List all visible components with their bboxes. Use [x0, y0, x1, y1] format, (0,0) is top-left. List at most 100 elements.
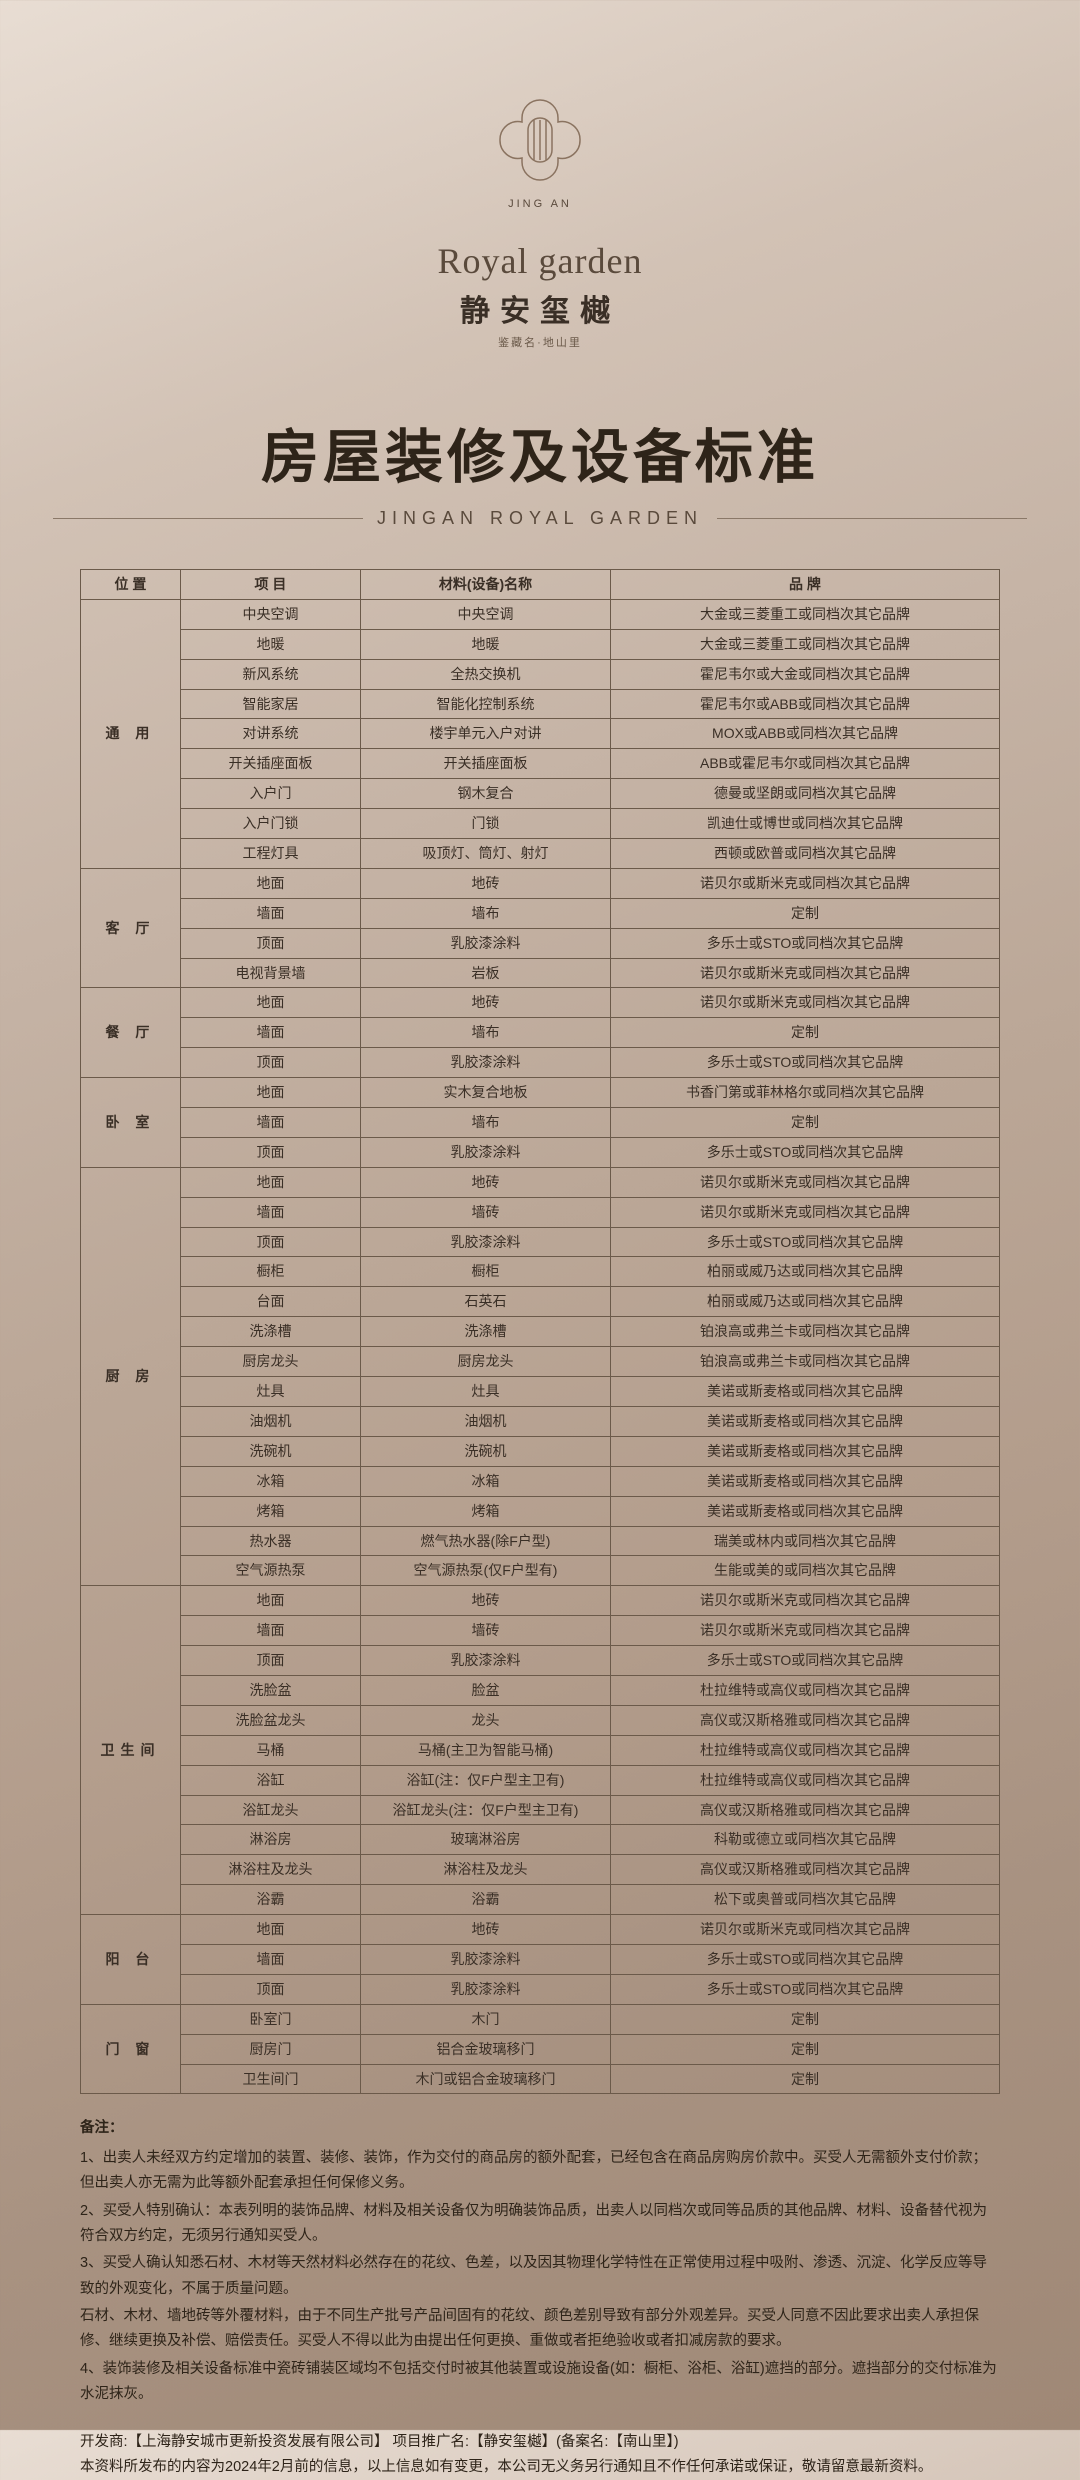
material-cell: 智能化控制系统: [361, 689, 611, 719]
brand-cell: 多乐士或STO或同档次其它品牌: [611, 1944, 1000, 1974]
material-cell: 石英石: [361, 1287, 611, 1317]
material-cell: 墙布: [361, 1018, 611, 1048]
table-row: 墙面墙布定制: [81, 898, 1000, 928]
material-cell: 烤箱: [361, 1496, 611, 1526]
item-cell: 地暖: [181, 629, 361, 659]
material-cell: 木门: [361, 2004, 611, 2034]
table-row: 客 厅地面地砖诺贝尔或斯米克或同档次其它品牌: [81, 868, 1000, 898]
location-cell: 阳 台: [81, 1915, 181, 2005]
material-cell: 铝合金玻璃移门: [361, 2034, 611, 2064]
th-material: 材料(设备)名称: [361, 570, 611, 600]
item-cell: 台面: [181, 1287, 361, 1317]
table-row: 台面石英石柏丽或威乃达或同档次其它品牌: [81, 1287, 1000, 1317]
brand-cell: 诺贝尔或斯米克或同档次其它品牌: [611, 988, 1000, 1018]
item-cell: 马桶: [181, 1735, 361, 1765]
table-row: 入户门钢木复合德曼或坚朗或同档次其它品牌: [81, 779, 1000, 809]
brand-cell: 科勒或德立或同档次其它品牌: [611, 1825, 1000, 1855]
table-row: 卫生间地面地砖诺贝尔或斯米克或同档次其它品牌: [81, 1586, 1000, 1616]
brand-cell: 诺贝尔或斯米克或同档次其它品牌: [611, 868, 1000, 898]
material-cell: 洗碗机: [361, 1436, 611, 1466]
location-cell: 卫生间: [81, 1586, 181, 1915]
material-cell: 门锁: [361, 809, 611, 839]
table-row: 厨 房地面地砖诺贝尔或斯米克或同档次其它品牌: [81, 1167, 1000, 1197]
table-row: 洗涤槽洗涤槽铂浪高或弗兰卡或同档次其它品牌: [81, 1317, 1000, 1347]
item-cell: 开关插座面板: [181, 749, 361, 779]
brand-cell: 大金或三菱重工或同档次其它品牌: [611, 629, 1000, 659]
footer-line-1: 开发商:【上海静安城市更新投资发展有限公司】 项目推广名:【静安玺樾】(备案名:…: [80, 2430, 1000, 2455]
table-row: 顶面乳胶漆涂料多乐士或STO或同档次其它品牌: [81, 1646, 1000, 1676]
table-row: 洗脸盆龙头龙头高仪或汉斯格雅或同档次其它品牌: [81, 1705, 1000, 1735]
brand-cell: 定制: [611, 898, 1000, 928]
item-cell: 淋浴柱及龙头: [181, 1855, 361, 1885]
item-cell: 浴缸: [181, 1765, 361, 1795]
brand-cell: 大金或三菱重工或同档次其它品牌: [611, 599, 1000, 629]
item-cell: 热水器: [181, 1526, 361, 1556]
material-cell: 木门或铝合金玻璃移门: [361, 2064, 611, 2094]
brand-cell: 多乐士或STO或同档次其它品牌: [611, 1646, 1000, 1676]
item-cell: 淋浴房: [181, 1825, 361, 1855]
brand-cell: 凯迪仕或博世或同档次其它品牌: [611, 809, 1000, 839]
table-row: 工程灯具吸顶灯、筒灯、射灯西顿或欧普或同档次其它品牌: [81, 839, 1000, 869]
remarks-item: 2、买受人特别确认：本表列明的装饰品牌、材料及相关设备仅为明确装饰品质，出卖人以…: [80, 2199, 1000, 2250]
item-cell: 地面: [181, 1167, 361, 1197]
brand-cell: 诺贝尔或斯米克或同档次其它品牌: [611, 958, 1000, 988]
material-cell: 冰箱: [361, 1466, 611, 1496]
table-row: 卧 室地面实木复合地板书香门第或菲林格尔或同档次其它品牌: [81, 1078, 1000, 1108]
th-location: 位 置: [81, 570, 181, 600]
brand-cell: 松下或奥普或同档次其它品牌: [611, 1885, 1000, 1915]
footer-block: 开发商:【上海静安城市更新投资发展有限公司】 项目推广名:【静安玺樾】(备案名:…: [80, 2430, 1000, 2480]
brand-cell: 定制: [611, 2064, 1000, 2094]
logo-sub: 鉴藏名·地山里: [0, 334, 1080, 350]
remarks-item: 1、出卖人未经双方约定增加的装置、装修、装饰，作为交付的商品房的额外配套，已经包…: [80, 2146, 1000, 2197]
table-row: 门 窗卧室门木门定制: [81, 2004, 1000, 2034]
item-cell: 地面: [181, 1078, 361, 1108]
table-row: 智能家居智能化控制系统霍尼韦尔或ABB或同档次其它品牌: [81, 689, 1000, 719]
table-row: 橱柜橱柜柏丽或威乃达或同档次其它品牌: [81, 1257, 1000, 1287]
material-cell: 淋浴柱及龙头: [361, 1855, 611, 1885]
table-row: 灶具灶具美诺或斯麦格或同档次其它品牌: [81, 1377, 1000, 1407]
item-cell: 厨房龙头: [181, 1347, 361, 1377]
page-title: 房屋装修及设备标准: [0, 410, 1080, 494]
logo-chinese: 静安玺樾: [0, 286, 1080, 330]
table-row: 顶面乳胶漆涂料多乐士或STO或同档次其它品牌: [81, 1227, 1000, 1257]
brand-cell: 美诺或斯麦格或同档次其它品牌: [611, 1466, 1000, 1496]
table-row: 顶面乳胶漆涂料多乐士或STO或同档次其它品牌: [81, 1137, 1000, 1167]
brand-cell: 柏丽或威乃达或同档次其它品牌: [611, 1287, 1000, 1317]
material-cell: 钢木复合: [361, 779, 611, 809]
table-row: 餐 厅地面地砖诺贝尔或斯米克或同档次其它品牌: [81, 988, 1000, 1018]
title-block: 房屋装修及设备标准 JINGAN ROYAL GARDEN: [0, 410, 1080, 529]
brand-cell: 诺贝尔或斯米克或同档次其它品牌: [611, 1197, 1000, 1227]
material-cell: 乳胶漆涂料: [361, 1646, 611, 1676]
brand-cell: 诺贝尔或斯米克或同档次其它品牌: [611, 1586, 1000, 1616]
th-item: 项 目: [181, 570, 361, 600]
item-cell: 顶面: [181, 1646, 361, 1676]
brand-cell: 瑞美或林内或同档次其它品牌: [611, 1526, 1000, 1556]
table-row: 浴缸龙头浴缸龙头(注：仅F户型主卫有)高仪或汉斯格雅或同档次其它品牌: [81, 1795, 1000, 1825]
table-row: 淋浴房玻璃淋浴房科勒或德立或同档次其它品牌: [81, 1825, 1000, 1855]
table-row: 对讲系统楼宇单元入户对讲MOX或ABB或同档次其它品牌: [81, 719, 1000, 749]
brand-cell: 美诺或斯麦格或同档次其它品牌: [611, 1377, 1000, 1407]
item-cell: 洗脸盆龙头: [181, 1705, 361, 1735]
brand-cell: 西顿或欧普或同档次其它品牌: [611, 839, 1000, 869]
material-cell: 灶具: [361, 1377, 611, 1407]
item-cell: 工程灯具: [181, 839, 361, 869]
table-row: 淋浴柱及龙头淋浴柱及龙头高仪或汉斯格雅或同档次其它品牌: [81, 1855, 1000, 1885]
table-row: 热水器燃气热水器(除F户型)瑞美或林内或同档次其它品牌: [81, 1526, 1000, 1556]
material-cell: 岩板: [361, 958, 611, 988]
table-row: 马桶马桶(主卫为智能马桶)杜拉维特或高仪或同档次其它品牌: [81, 1735, 1000, 1765]
brand-cell: 高仪或汉斯格雅或同档次其它品牌: [611, 1795, 1000, 1825]
table-row: 开关插座面板开关插座面板ABB或霍尼韦尔或同档次其它品牌: [81, 749, 1000, 779]
item-cell: 洗碗机: [181, 1436, 361, 1466]
item-cell: 墙面: [181, 1944, 361, 1974]
item-cell: 地面: [181, 1586, 361, 1616]
item-cell: 卧室门: [181, 2004, 361, 2034]
location-cell: 客 厅: [81, 868, 181, 988]
material-cell: 乳胶漆涂料: [361, 1944, 611, 1974]
table-row: 墙面墙砖诺贝尔或斯米克或同档次其它品牌: [81, 1616, 1000, 1646]
page-subtitle: JINGAN ROYAL GARDEN: [377, 508, 703, 529]
material-cell: 中央空调: [361, 599, 611, 629]
table-row: 厨房龙头厨房龙头铂浪高或弗兰卡或同档次其它品牌: [81, 1347, 1000, 1377]
item-cell: 顶面: [181, 1048, 361, 1078]
divider-left: [53, 518, 363, 519]
brand-cell: 美诺或斯麦格或同档次其它品牌: [611, 1406, 1000, 1436]
